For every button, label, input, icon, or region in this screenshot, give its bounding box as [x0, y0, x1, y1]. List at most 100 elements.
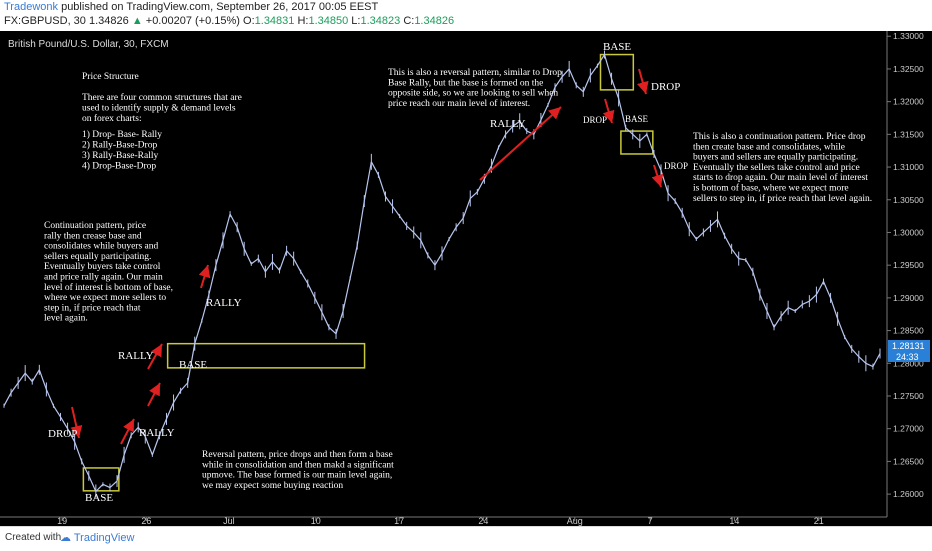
author-link[interactable]: Tradewonk — [4, 1, 59, 13]
price-segment — [752, 271, 761, 295]
price-segment — [286, 250, 295, 260]
price-segment — [257, 258, 266, 272]
price-segment — [278, 250, 288, 271]
price-segment — [60, 416, 69, 430]
price-segment — [321, 312, 330, 328]
price-segment — [293, 258, 302, 272]
y-tick-label: 1.32000 — [893, 97, 924, 107]
base-zone — [166, 342, 366, 369]
price-segment — [243, 248, 252, 265]
reversal-rbd-note: This is also a reversal pattern, similar… — [388, 68, 562, 78]
close-label: C: — [403, 15, 415, 27]
price-segment — [625, 127, 634, 135]
y-tick-label: 1.33000 — [893, 31, 924, 41]
price-segment — [780, 307, 789, 317]
price-segment — [731, 248, 740, 259]
last-price: 1.34826 — [88, 15, 129, 27]
price-segment — [618, 98, 627, 128]
label-drop: DROP — [48, 428, 77, 440]
high-value: 1.34850 — [308, 15, 349, 27]
price-segment — [52, 405, 62, 418]
price-structure-text: used to identify supply & demand levels — [82, 103, 236, 114]
price-segment — [229, 213, 238, 228]
price-segment — [745, 259, 754, 273]
price-segment — [95, 483, 104, 492]
tradingview-logo[interactable]: ☁ TradingView — [60, 532, 135, 544]
price-segment — [31, 369, 40, 382]
price-segment — [738, 258, 746, 261]
price-segment — [109, 480, 118, 489]
price-segment — [653, 153, 662, 171]
price-segment — [392, 205, 401, 217]
price-segment — [123, 435, 132, 456]
drop-arrow — [651, 164, 664, 188]
continuation-rbr-note: Eventually buyers take control — [44, 262, 161, 272]
price-segment — [512, 120, 521, 127]
label-base: BASE — [179, 359, 207, 371]
price-segment — [173, 390, 182, 403]
x-tick-label: 21 — [814, 516, 824, 526]
continuation-dbd-note: then create base and consolidates, while — [693, 142, 845, 152]
publish-info: published on TradingView.com, September … — [58, 1, 379, 13]
continuation-dbd-note: is bottom of base, where we expect more — [693, 183, 849, 194]
price-segment — [851, 348, 860, 358]
price-segment — [688, 228, 697, 240]
price-segment — [815, 281, 825, 295]
base-zones — [82, 53, 654, 492]
price-segment — [151, 435, 160, 456]
continuation-dbd-note: buyers and sellers are equally participa… — [693, 153, 858, 163]
brand-name: TradingView — [73, 532, 135, 544]
price-structure-item: 3) Rally-Base-Rally — [82, 150, 158, 161]
continuation-rbr-note: Continuation pattern, price — [44, 221, 146, 231]
price-segment — [582, 75, 591, 93]
x-tick-label: 7 — [648, 516, 653, 526]
continuation-dbd-note: This is also a continuation pattern. Pri… — [693, 132, 866, 142]
price-segment — [384, 196, 394, 207]
price-chart[interactable]: 1.33000 1.32500 1.32000 1.31500 1.31000 1.305… — [0, 31, 932, 526]
price-segment — [165, 402, 175, 420]
rally-arrow — [479, 106, 562, 181]
price-segment — [314, 297, 323, 313]
continuation-rbr-note: consolidates while buyers and — [44, 242, 158, 252]
label-drop: DROP — [651, 81, 680, 93]
price-segment — [130, 426, 139, 436]
price-segment — [17, 372, 26, 384]
price-segment — [74, 441, 83, 462]
price-segment — [434, 253, 443, 266]
y-tick-label: 1.28000 — [893, 358, 924, 368]
continuation-dbd-note: sellers to step in, if price reach that … — [693, 193, 872, 204]
y-tick-label: 1.27000 — [893, 424, 924, 434]
rally-arrow — [120, 418, 135, 445]
y-tick-label: 1.31000 — [893, 162, 924, 172]
price-segment — [837, 318, 846, 338]
base-zone — [82, 467, 120, 492]
price-segment — [158, 418, 168, 436]
price-segment — [462, 198, 471, 219]
price-segment — [802, 300, 810, 305]
price-segment — [829, 297, 839, 319]
created-with: Created with — [5, 532, 62, 543]
price-segment — [603, 54, 613, 79]
price-segment — [844, 336, 853, 350]
annotations: Price Structure There are four common str… — [44, 68, 872, 491]
open-label: O: — [243, 15, 255, 27]
price-segment — [116, 454, 125, 482]
price-segment — [554, 76, 563, 88]
symbol: FX:GBPUSD, 30 — [4, 15, 86, 27]
close-value: 1.34826 — [414, 15, 455, 27]
countdown-box — [888, 351, 930, 362]
x-tick-label: 17 — [394, 516, 404, 526]
label-drop: DROP — [583, 115, 607, 125]
price-segment — [448, 226, 457, 240]
price-segment — [187, 343, 196, 384]
open-value: 1.34831 — [254, 15, 295, 27]
price-segment — [236, 227, 245, 250]
drop-arrow — [70, 406, 83, 439]
last-price-box — [888, 340, 930, 351]
price-structure-item: 4) Drop-Base-Drop — [82, 161, 156, 172]
price-segment — [710, 218, 718, 227]
price-structure-text: There are four common structures that ar… — [82, 92, 242, 103]
y-tick-label: 1.28500 — [893, 326, 924, 336]
price-segment — [3, 392, 12, 407]
x-tick-label: Jul — [223, 516, 235, 526]
